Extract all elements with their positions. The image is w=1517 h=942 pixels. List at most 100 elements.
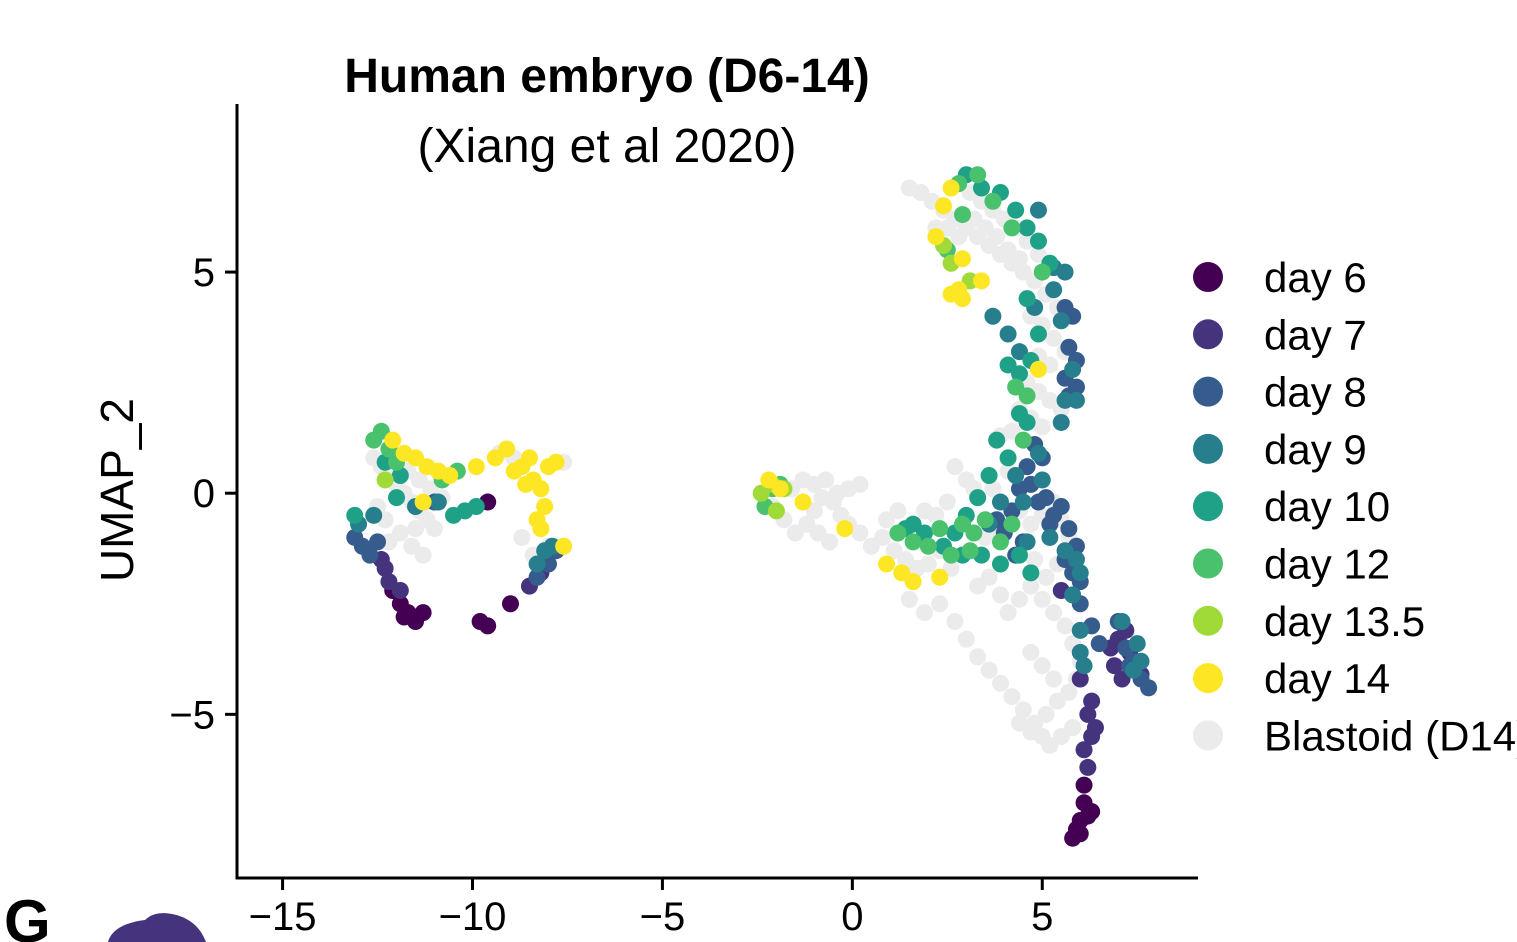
legend-swatch — [1193, 433, 1223, 464]
data-point — [916, 604, 934, 622]
data-point — [916, 502, 934, 520]
data-point — [1045, 604, 1063, 622]
data-point — [1140, 679, 1158, 697]
series-day-14 — [384, 179, 1047, 591]
data-point — [513, 528, 531, 546]
data-point — [969, 648, 987, 666]
data-point — [1067, 551, 1085, 569]
legend-label: day 12 — [1264, 541, 1390, 588]
legend-swatch — [1193, 262, 1223, 292]
data-point — [445, 506, 463, 524]
data-point — [1033, 590, 1051, 608]
data-point — [953, 250, 971, 268]
data-point — [900, 590, 918, 608]
data-point — [1018, 290, 1036, 308]
data-point — [1113, 612, 1131, 630]
data-point — [1026, 551, 1044, 569]
data-point — [1022, 643, 1040, 661]
data-point — [1022, 564, 1040, 582]
data-point — [365, 506, 383, 524]
data-point — [1014, 701, 1032, 719]
data-point — [1060, 683, 1078, 701]
data-point — [1132, 652, 1150, 670]
data-point — [991, 493, 1009, 511]
data-point — [479, 617, 497, 635]
data-point — [991, 533, 1009, 551]
legend-label: day 9 — [1264, 426, 1367, 473]
data-point — [1060, 338, 1078, 356]
x-tick-label: 0 — [841, 895, 863, 939]
legend-item: Blastoid (D14) — [1193, 712, 1517, 759]
data-point — [1045, 329, 1063, 347]
data-point — [874, 528, 892, 546]
data-point — [851, 475, 869, 493]
panel-letter: G — [4, 888, 51, 942]
data-point — [505, 462, 523, 480]
data-point — [555, 537, 573, 555]
data-point — [980, 661, 998, 679]
legend-swatch — [1193, 605, 1223, 636]
data-point — [817, 471, 835, 489]
data-point — [878, 511, 896, 529]
data-point — [938, 493, 956, 511]
data-point — [1029, 232, 1047, 250]
data-point — [984, 307, 1002, 325]
data-point — [1067, 378, 1085, 396]
data-point — [1029, 325, 1047, 343]
legend-item: day 12 — [1193, 541, 1390, 588]
data-point — [794, 493, 812, 511]
data-point — [1045, 670, 1063, 688]
data-point — [991, 555, 1009, 573]
data-point — [1010, 590, 1028, 608]
data-point — [1105, 657, 1123, 675]
data-point — [1090, 635, 1108, 653]
data-point — [524, 471, 542, 489]
chart-subtitle: (Xiang et al 2020) — [418, 120, 797, 173]
data-point — [980, 467, 998, 485]
legend-item: day 13.5 — [1193, 598, 1425, 645]
data-point — [528, 568, 546, 586]
legend-swatch — [1193, 491, 1223, 522]
data-point — [1071, 621, 1089, 639]
legend-swatch — [1193, 376, 1223, 407]
y-tick-label: −5 — [169, 693, 215, 737]
legend-swatch — [1193, 548, 1223, 579]
data-point — [536, 497, 554, 515]
data-point — [1064, 360, 1082, 378]
data-point — [1041, 515, 1059, 533]
data-point — [1007, 201, 1025, 219]
data-point — [988, 431, 1006, 449]
data-point — [1052, 312, 1070, 330]
series-day-12 — [365, 166, 1051, 564]
x-axis-ticks: −15 −10 −5 0 5 — [249, 878, 1053, 939]
data-point — [369, 533, 387, 551]
data-point — [1041, 528, 1059, 546]
data-point — [969, 166, 987, 184]
data-point — [953, 515, 971, 533]
data-point — [1083, 692, 1101, 710]
data-point — [904, 573, 922, 591]
data-point — [935, 197, 953, 215]
data-point — [1018, 533, 1036, 551]
data-point — [942, 179, 960, 197]
y-tick-label: 0 — [193, 472, 215, 516]
data-point — [520, 449, 538, 467]
data-point — [1060, 520, 1078, 538]
data-point — [1018, 219, 1036, 237]
data-point — [927, 228, 945, 246]
data-point — [1056, 617, 1074, 635]
data-point — [361, 546, 379, 564]
next-panel-fragment — [108, 913, 206, 942]
data-point — [1064, 586, 1082, 604]
x-tick-label: 5 — [1031, 895, 1053, 939]
data-point — [931, 568, 949, 586]
data-point — [1014, 431, 1032, 449]
data-point — [942, 546, 960, 564]
data-point — [1067, 391, 1085, 409]
data-point — [999, 604, 1017, 622]
legend-label: day 7 — [1264, 311, 1367, 358]
data-point — [1010, 480, 1028, 498]
data-point — [931, 520, 949, 538]
legend-item: day 6 — [1193, 254, 1367, 301]
